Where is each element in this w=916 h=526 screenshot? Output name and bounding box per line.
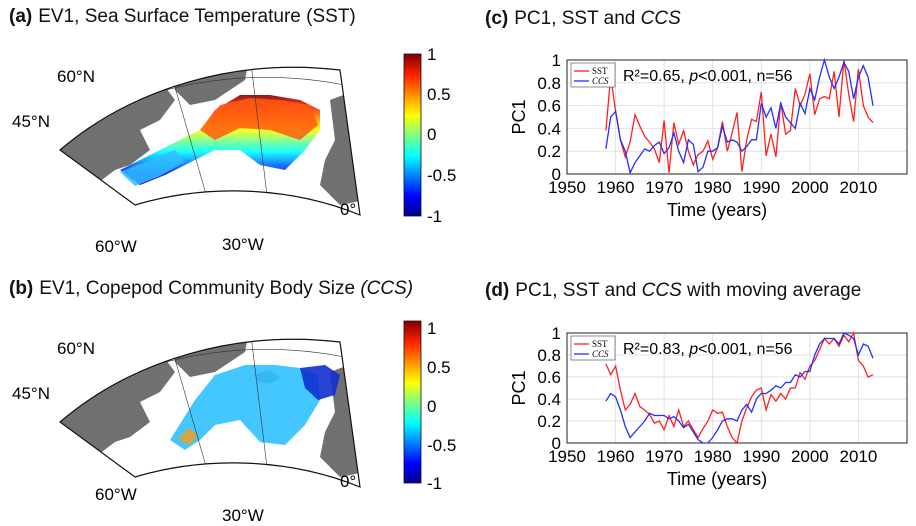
panel-c-title-italic: CCS xyxy=(640,8,681,29)
map-b-lon-30w: 30°W xyxy=(222,506,264,525)
panel-a-title-text: EV1, Sea Surface Temperature (SST) xyxy=(38,6,356,27)
d-ytick-label: 1 xyxy=(552,324,561,343)
c-ytick-label: 0.6 xyxy=(537,97,561,116)
panel-a-title: (a) EV1, Sea Surface Temperature (SST) xyxy=(9,6,356,28)
d-xtick-label: 1950 xyxy=(548,447,586,466)
c-ytick-label: 0.4 xyxy=(537,119,561,138)
map-b-lon-0: 0° xyxy=(340,472,356,491)
colorbar-a-tick-1: 1 xyxy=(427,45,436,64)
map-a-frame xyxy=(59,66,361,216)
map-b-ccs-high xyxy=(178,428,198,445)
colorbar-b-tick-0: 0 xyxy=(427,397,436,416)
c-series-sst xyxy=(605,59,874,173)
map-a-sst-warm xyxy=(200,98,318,140)
map-b-lat-60n: 60°N xyxy=(57,339,95,358)
c-xtick-label: 1990 xyxy=(742,178,780,197)
d-ytick-label: 0 xyxy=(552,434,561,453)
c-legend-label-sst: SST xyxy=(592,66,608,76)
c-xtick-label: 1980 xyxy=(694,178,732,197)
panel-b-title: (b) EV1, Copepod Community Body Size (CCS… xyxy=(9,278,413,300)
map-a-lat-60n: 60°N xyxy=(57,67,95,86)
c-ytick-label: 0 xyxy=(552,165,561,184)
colorbar-a-tick-neg1: -1 xyxy=(427,207,442,226)
d-series-sst xyxy=(605,331,874,445)
d-xtick-label: 1980 xyxy=(694,447,732,466)
c-xtick-label: 1970 xyxy=(645,178,683,197)
c-stats-annotation: R²=0.65, p<0.001, n=56 xyxy=(623,68,793,85)
map-a-sst-cool xyxy=(120,150,185,186)
c-y-axis-label: PC1 xyxy=(509,99,529,134)
map-b-lat-45n: 45°N xyxy=(12,384,50,403)
panel-d-title-text: PC1, SST and xyxy=(515,280,642,301)
map-b: 60°N 45°N 60°W 30°W 0° xyxy=(12,338,361,525)
map-a: 60°N 45°N 60°W 30°W 0° xyxy=(12,66,361,256)
d-ytick-label: 0.8 xyxy=(537,346,561,365)
panel-b-title-text: EV1, Copepod Community Body Size xyxy=(39,278,361,299)
c-legend-box xyxy=(570,62,616,88)
panel-c-title-text: PC1, SST and xyxy=(514,8,641,29)
chart-c: 0 0.2 0.4 0.6 0.8 1 1950 1960 1970 1980 1990 2000 20… xyxy=(509,51,908,220)
panel-b-tag: (b) xyxy=(9,278,34,299)
d-y-axis-label: PC1 xyxy=(509,370,529,405)
c-series-ccs xyxy=(605,57,874,175)
d-legend-box xyxy=(570,335,616,361)
map-b-frame xyxy=(59,338,361,488)
map-b-ccs-low xyxy=(300,365,340,400)
c-xtick-label: 2010 xyxy=(840,178,878,197)
d-xtick-label: 1970 xyxy=(645,447,683,466)
panel-a-tag: (a) xyxy=(9,6,33,27)
d-series-ccs xyxy=(605,332,874,444)
panel-d-title: (d) PC1, SST and CCS with moving average xyxy=(485,280,861,302)
map-b-graticule xyxy=(69,339,346,487)
colorbar-b-tick-neg0.5: -0.5 xyxy=(427,436,456,455)
map-a-lon-0: 0° xyxy=(340,200,356,219)
panel-d-title-italic: CCS xyxy=(641,280,682,301)
d-xtick-label: 1990 xyxy=(742,447,780,466)
c-axes-frame xyxy=(566,59,908,175)
d-legend-label-ccs: CCS xyxy=(592,349,609,359)
d-xtick-label: 2010 xyxy=(840,447,878,466)
colorbar-a-tick-0.5: 0.5 xyxy=(427,85,451,104)
c-xtick-label: 1960 xyxy=(597,178,635,197)
c-x-axis-label: Time (years) xyxy=(667,200,767,220)
d-xtick-label: 1960 xyxy=(597,447,635,466)
d-ytick-label: 0.2 xyxy=(537,412,561,431)
colorbar-b-tick-0.5: 0.5 xyxy=(427,358,451,377)
d-x-axis-label: Time (years) xyxy=(667,469,767,489)
panel-d-title-post: with moving average xyxy=(681,280,862,301)
colorbar-b: 1 0.5 0 -0.5 -1 xyxy=(403,319,456,493)
c-legend-label-ccs: CCS xyxy=(592,76,609,86)
colorbar-a-tick-neg0.5: -0.5 xyxy=(427,166,456,185)
panel-c-tag: (c) xyxy=(485,8,509,29)
map-b-lon-60w: 60°W xyxy=(95,485,137,504)
panel-c-title: (c) PC1, SST and CCS xyxy=(485,8,681,30)
d-xtick-label: 2000 xyxy=(791,447,829,466)
c-ytick-label: 0.2 xyxy=(537,142,561,161)
map-b-ccs-field xyxy=(170,365,320,450)
colorbar-a-tick-0: 0 xyxy=(427,125,436,144)
colorbar-b-tick-neg1: -1 xyxy=(427,474,442,493)
panel-d-tag: (d) xyxy=(485,280,510,301)
c-ytick-label: 0.8 xyxy=(537,74,561,93)
colorbar-a: 1 0.5 0 -0.5 -1 xyxy=(403,45,456,226)
colorbar-b-tick-1: 1 xyxy=(427,319,436,338)
map-a-lat-45n: 45°N xyxy=(12,112,50,131)
d-ytick-label: 0.4 xyxy=(537,390,561,409)
chart-d: 0 0.2 0.4 0.6 0.8 1 1950 1960 1970 1980 1990 2000 20… xyxy=(509,324,908,489)
panel-b-title-italic: (CCS) xyxy=(360,278,414,299)
c-ytick-label: 1 xyxy=(552,51,561,70)
map-a-lon-30w: 30°W xyxy=(222,235,264,254)
colorbar-a-bar xyxy=(403,53,422,217)
map-a-graticule xyxy=(69,67,346,216)
d-stats-annotation: R²=0.83, p<0.001, n=56 xyxy=(623,341,793,358)
colorbar-b-bar xyxy=(403,320,422,484)
d-ytick-label: 0.6 xyxy=(537,368,561,387)
d-legend-label-sst: SST xyxy=(592,339,608,349)
c-xtick-label: 1950 xyxy=(548,178,586,197)
map-a-lon-60w: 60°W xyxy=(95,237,137,256)
c-xtick-label: 2000 xyxy=(791,178,829,197)
